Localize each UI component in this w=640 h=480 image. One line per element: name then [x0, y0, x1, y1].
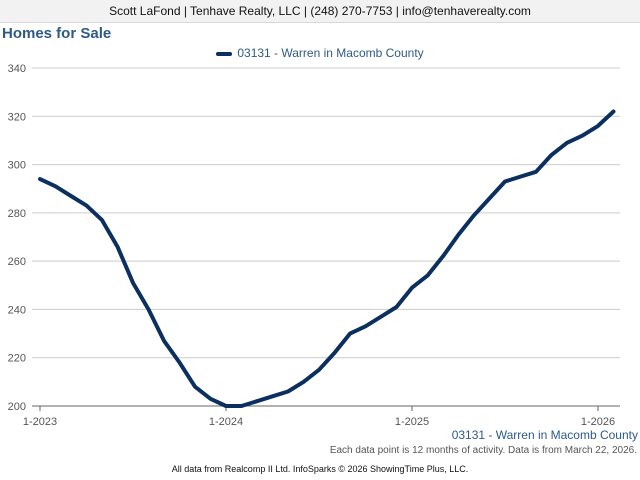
- y-tick-label: 220: [8, 353, 26, 365]
- y-tick-label: 300: [8, 160, 26, 172]
- y-tick-label: 200: [8, 401, 26, 413]
- x-tick-label: 1-2026: [581, 416, 615, 428]
- series-label: 03131 - Warren in Macomb County: [451, 428, 638, 442]
- series-line: [38, 109, 616, 408]
- legend-swatch: [216, 51, 233, 56]
- x-tick-label: 1-2025: [395, 416, 429, 428]
- y-tick-label: 320: [8, 111, 26, 123]
- contact-header: Scott LaFond | Tenhave Realty, LLC | (24…: [0, 0, 640, 23]
- line-chart: 200 220 240 260 280 300 320 340 1-2023 1-2024 1-20…: [8, 63, 620, 428]
- x-tick-label: 1-2023: [23, 416, 57, 428]
- y-tick-label: 280: [8, 208, 26, 220]
- chart-legend[interactable]: 03131 - Warren in Macomb County: [0, 46, 640, 60]
- chart-title: Homes for Sale: [2, 25, 112, 42]
- legend-label: 03131 - Warren in Macomb County: [237, 46, 424, 60]
- y-tick-label: 340: [8, 63, 26, 75]
- y-tick-label: 260: [8, 256, 26, 268]
- data-note: Each data point is 12 months of activity…: [329, 445, 637, 456]
- y-tick-label: 240: [8, 304, 26, 316]
- x-tick-label: 1-2024: [209, 416, 243, 428]
- footer-credit: All data from Realcomp II Ltd. InfoSpark…: [171, 464, 469, 474]
